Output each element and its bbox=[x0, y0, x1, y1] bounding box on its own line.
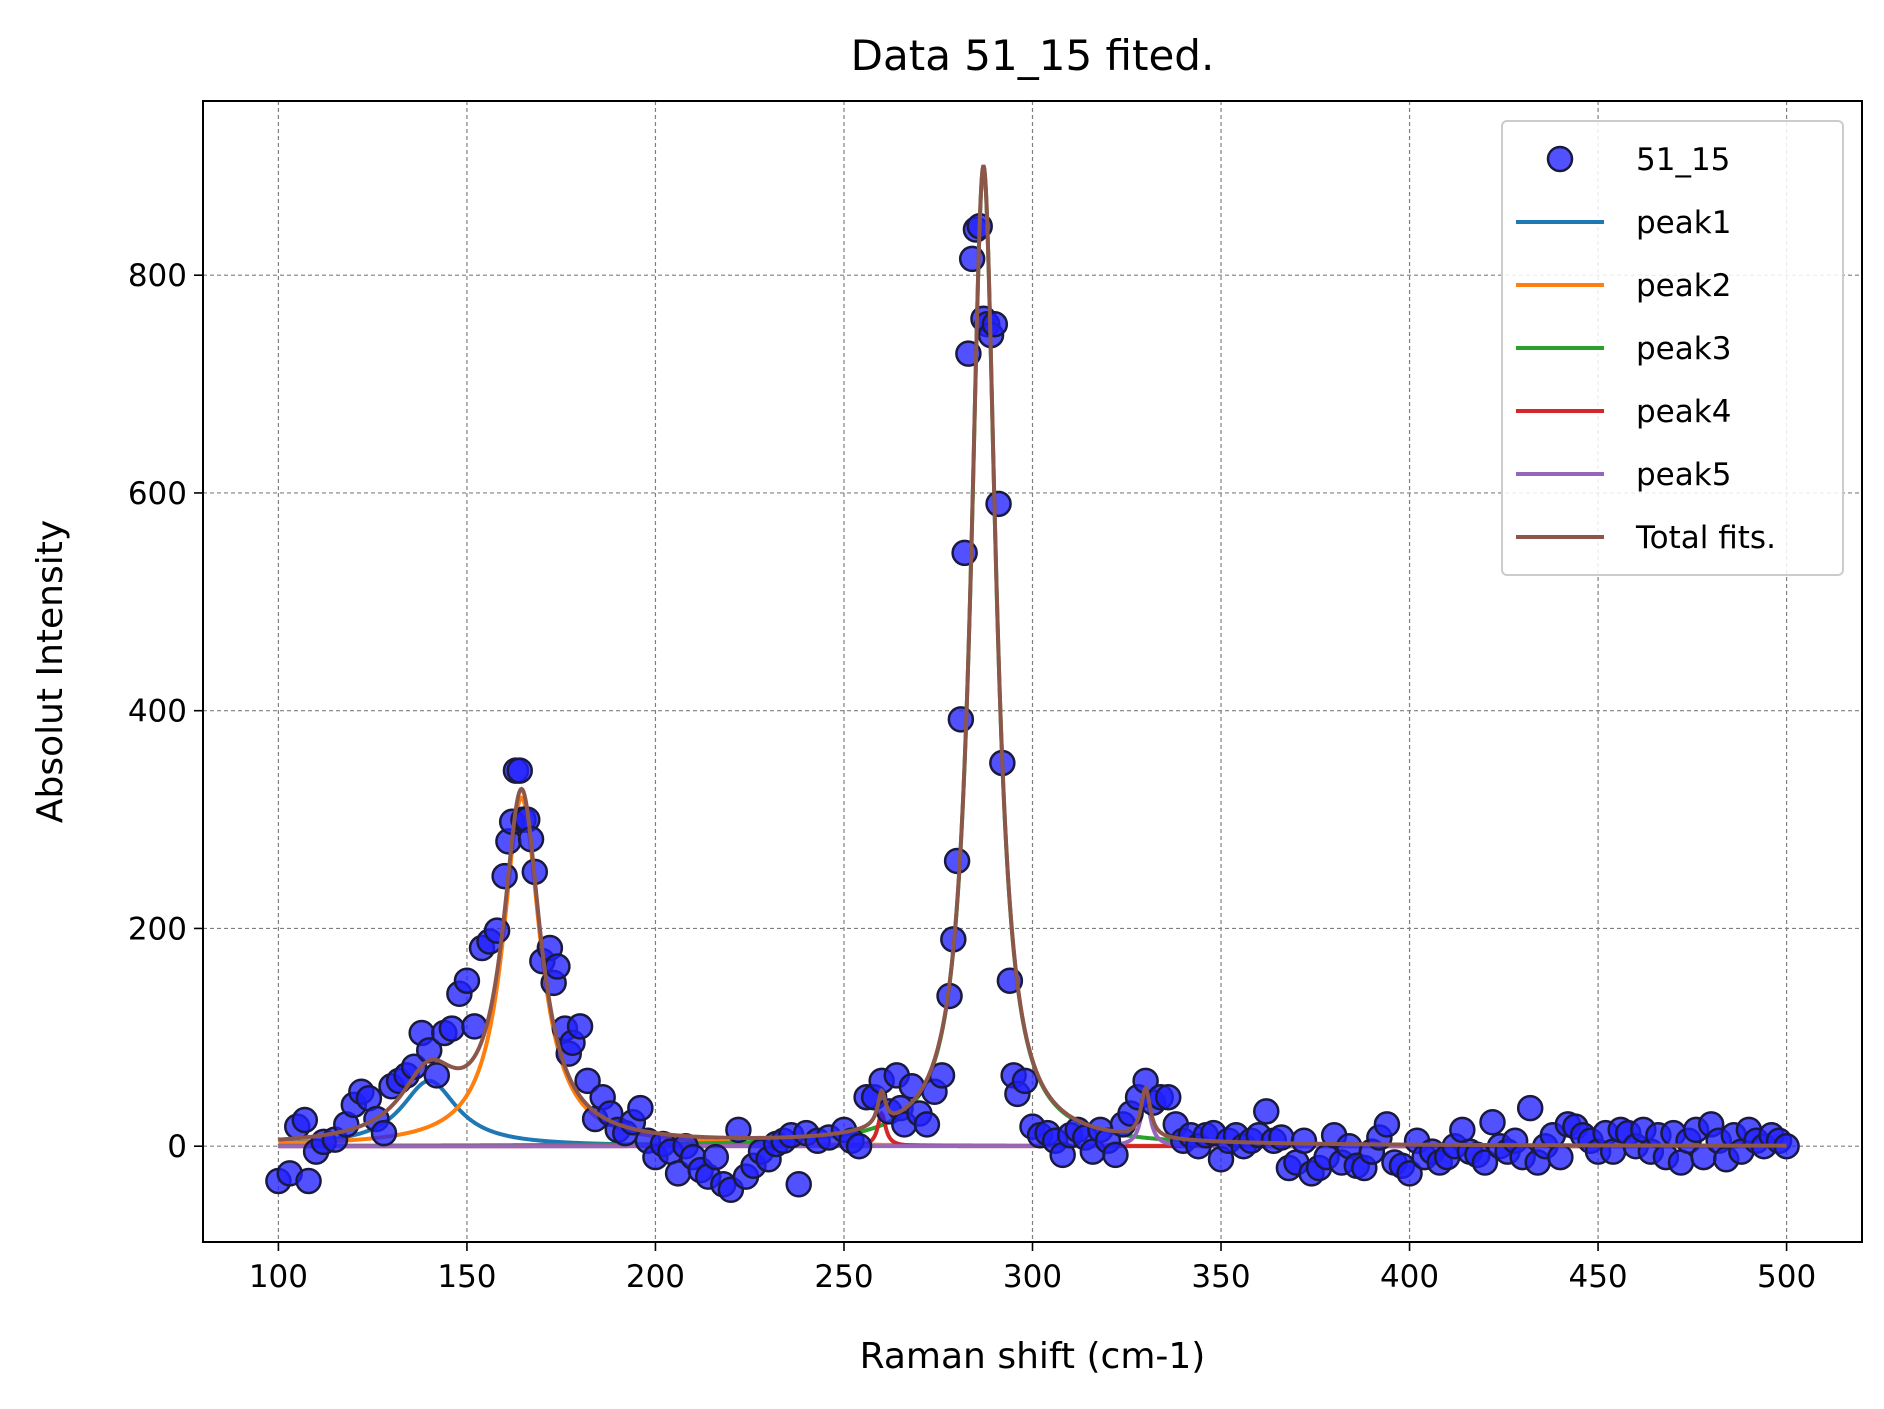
scatter-point bbox=[370, 1119, 398, 1147]
axis-ticks: 100 150 200 250 300 350 400 450 500 0 200 400 600 800 bbox=[128, 258, 1816, 1295]
x-tick-label: 500 bbox=[1757, 1259, 1816, 1295]
scatter-point bbox=[702, 1143, 730, 1171]
scatter-point bbox=[1449, 1116, 1476, 1144]
scatter-point bbox=[1667, 1149, 1695, 1176]
x-axis-label: Raman shift (cm-1) bbox=[860, 1336, 1206, 1377]
scatter-point bbox=[981, 310, 1009, 338]
scatter-point bbox=[1253, 1098, 1280, 1125]
scatter-point bbox=[453, 967, 481, 994]
scatter-point bbox=[785, 1171, 812, 1198]
scatter-point bbox=[1011, 1067, 1039, 1095]
scatter-point bbox=[1154, 1083, 1182, 1111]
scatter-point bbox=[491, 862, 518, 890]
y-tick-label: 600 bbox=[128, 476, 187, 512]
chart-title: Data 51_15 fited. bbox=[851, 31, 1215, 80]
y-tick-label: 800 bbox=[128, 258, 187, 294]
y-axis-label: Absolut Intensity bbox=[30, 520, 71, 823]
scatter-point bbox=[1471, 1149, 1499, 1176]
legend-marker bbox=[1546, 145, 1574, 173]
y-tick-label: 200 bbox=[128, 911, 187, 947]
scatter-point bbox=[627, 1094, 654, 1122]
scatter-point bbox=[1268, 1124, 1295, 1151]
legend-label: Total fits. bbox=[1635, 520, 1776, 556]
scatter-point bbox=[1396, 1160, 1423, 1187]
scatter-point bbox=[423, 1062, 451, 1089]
x-tick-label: 450 bbox=[1568, 1259, 1627, 1295]
scatter-point bbox=[947, 706, 975, 733]
legend: 51_15 peak1 peak2 peak3 peak4 peak5 Total fits… bbox=[1501, 120, 1844, 576]
scatter-point bbox=[483, 917, 511, 944]
scatter-point bbox=[574, 1067, 601, 1095]
series-line-total-fits bbox=[278, 164, 1787, 1148]
scatter-point bbox=[1479, 1108, 1506, 1136]
legend-label: 51_15 bbox=[1636, 142, 1730, 178]
scatter-point bbox=[544, 953, 571, 980]
scatter-point bbox=[295, 1167, 322, 1195]
legend-label: peak5 bbox=[1636, 457, 1731, 493]
scatter-point bbox=[291, 1106, 319, 1134]
legend-label: peak3 bbox=[1636, 331, 1731, 367]
total-fit-curve bbox=[278, 164, 1787, 1148]
legend-box bbox=[1501, 120, 1844, 576]
scatter-point bbox=[1516, 1094, 1544, 1122]
x-tick-label: 100 bbox=[249, 1259, 308, 1295]
scatter-point bbox=[1373, 1111, 1401, 1138]
x-tick-label: 300 bbox=[1003, 1259, 1062, 1295]
scatter-point bbox=[438, 1015, 466, 1042]
scatter-point bbox=[913, 1111, 941, 1138]
y-tick-label: 0 bbox=[167, 1129, 187, 1165]
x-tick-label: 350 bbox=[1191, 1259, 1250, 1295]
scatter-points bbox=[265, 212, 1800, 1203]
x-tick-label: 200 bbox=[626, 1259, 685, 1295]
scatter-point bbox=[1102, 1141, 1129, 1169]
legend-label: peak4 bbox=[1636, 394, 1731, 430]
scatter-point bbox=[506, 757, 533, 784]
scatter-point bbox=[1547, 1143, 1574, 1171]
legend-label: peak1 bbox=[1636, 205, 1731, 241]
x-tick-label: 250 bbox=[814, 1259, 873, 1295]
scatter-point bbox=[1290, 1127, 1318, 1154]
scatter-point bbox=[845, 1132, 873, 1160]
scatter-point bbox=[566, 1013, 594, 1040]
scatter-point bbox=[985, 490, 1012, 518]
y-tick-label: 400 bbox=[128, 694, 187, 730]
x-tick-label: 150 bbox=[437, 1259, 496, 1295]
scatter-point bbox=[943, 847, 971, 875]
x-tick-label: 400 bbox=[1380, 1259, 1439, 1295]
legend-label: peak2 bbox=[1636, 268, 1731, 304]
